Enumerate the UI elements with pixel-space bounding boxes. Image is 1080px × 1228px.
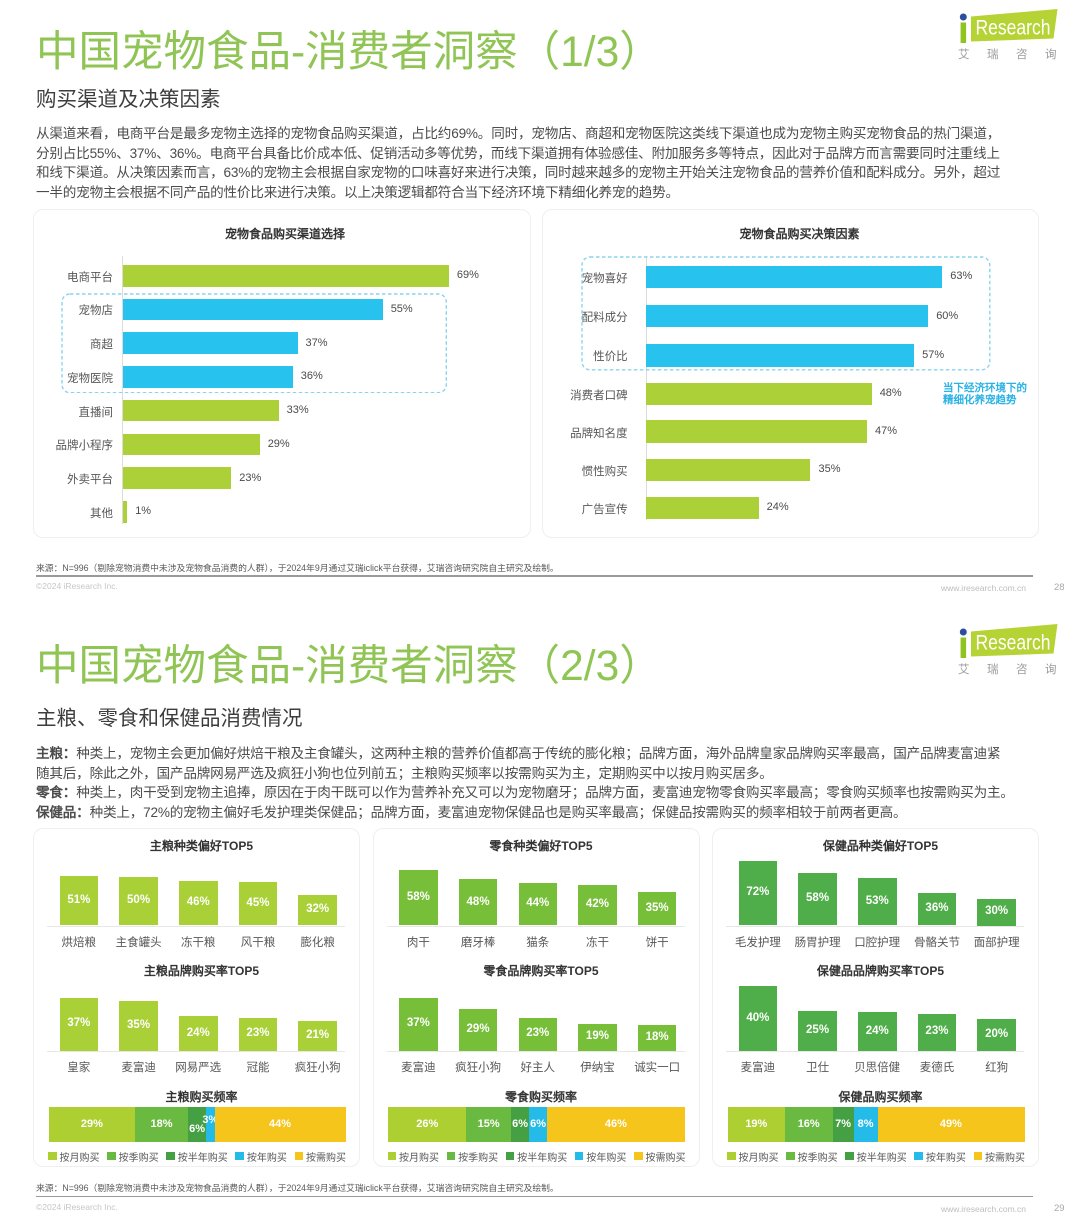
svg-text:艾瑞咨询: 艾瑞咨询 [958, 47, 1064, 61]
svg-text:艾瑞咨询: 艾瑞咨询 [958, 662, 1064, 676]
svg-text:Research: Research [976, 17, 1051, 40]
svg-text:Research: Research [976, 632, 1051, 655]
